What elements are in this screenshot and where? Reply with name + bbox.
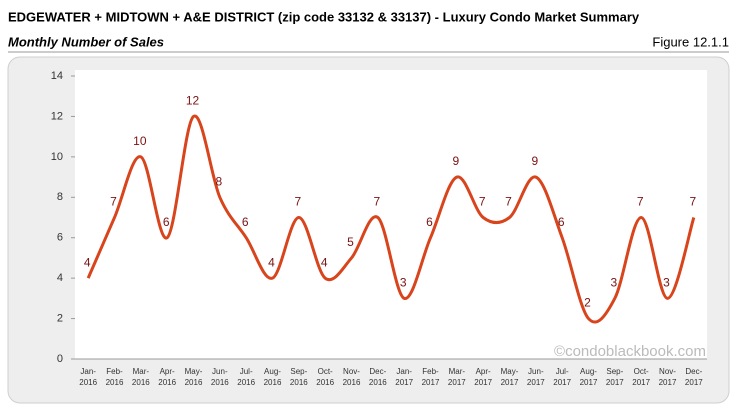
- y-tick-label: 2: [57, 312, 63, 324]
- data-label: 7: [637, 195, 644, 209]
- y-tick-label: 10: [51, 151, 63, 163]
- x-tick-label: Dec-2017: [685, 367, 703, 387]
- data-label: 4: [268, 255, 275, 269]
- x-tick-label: Jun-2017: [527, 367, 545, 387]
- data-label: 3: [400, 276, 407, 290]
- chart-subtitle: Monthly Number of Sales: [8, 34, 164, 49]
- y-tick-label: 0: [57, 353, 63, 365]
- x-tick-label: May-2017: [501, 367, 519, 387]
- x-tick-label: Sep-2017: [606, 367, 624, 387]
- data-label: 6: [163, 215, 170, 229]
- data-label: 7: [294, 195, 301, 209]
- data-label: 3: [663, 276, 670, 290]
- data-label: 4: [321, 255, 328, 269]
- x-tick-label: Jan-2017: [395, 367, 413, 387]
- x-tick-label: Mar-2016: [132, 367, 150, 387]
- x-tick-label: Oct-2016: [316, 367, 334, 387]
- data-label: 7: [373, 195, 380, 209]
- watermark: ©condoblackbook.com: [554, 343, 706, 360]
- data-label: 5: [347, 235, 354, 249]
- data-label: 9: [452, 154, 459, 168]
- x-tick-label: Mar-2017: [448, 367, 466, 387]
- x-tick-label: Jul-2016: [237, 367, 255, 387]
- figure-label: Figure 12.1.1: [652, 34, 729, 49]
- x-tick-label: Nov-2016: [343, 367, 361, 387]
- y-tick-label: 6: [57, 232, 63, 244]
- plot-area: [75, 70, 707, 359]
- y-tick-label: 8: [57, 191, 63, 203]
- x-tick-label: Jan-2016: [79, 367, 97, 387]
- y-tick-label: 12: [51, 110, 63, 122]
- x-tick-label: Dec-2016: [369, 367, 387, 387]
- y-tick-label: 4: [57, 272, 63, 284]
- x-tick-label: Feb-2017: [422, 367, 440, 387]
- data-label: 3: [610, 276, 617, 290]
- x-tick-label: Jun-2016: [211, 367, 229, 387]
- data-label: 7: [110, 195, 117, 209]
- data-label: 9: [531, 154, 538, 168]
- data-label: 4: [84, 255, 91, 269]
- x-tick-label: Apr-2016: [158, 367, 176, 387]
- x-tick-label: Sep-2016: [290, 367, 308, 387]
- x-tick-label: Feb-2016: [106, 367, 124, 387]
- data-label: 7: [479, 195, 486, 209]
- data-label: 6: [558, 215, 565, 229]
- data-label: 7: [505, 195, 512, 209]
- data-label: 6: [242, 215, 249, 229]
- data-label: 8: [215, 174, 222, 188]
- data-label: 12: [186, 94, 200, 108]
- x-tick-label: May-2016: [185, 367, 203, 387]
- x-tick-label: Aug-2016: [264, 367, 282, 387]
- data-label: 2: [584, 296, 591, 310]
- line: [86, 114, 696, 324]
- data-label: 6: [426, 215, 433, 229]
- chart-title: EDGEWATER + MIDTOWN + A&E DISTRICT (zip …: [8, 9, 640, 24]
- x-tick-label: Nov-2017: [659, 367, 677, 387]
- x-tick-label: Apr-2017: [474, 367, 492, 387]
- x-tick-label: Jul-2017: [553, 367, 571, 387]
- data-label: 7: [689, 195, 696, 209]
- data-label: 10: [133, 134, 147, 148]
- y-tick-label: 14: [51, 70, 63, 82]
- x-tick-label: Aug-2017: [580, 367, 598, 387]
- x-tick-label: Oct-2017: [632, 367, 650, 387]
